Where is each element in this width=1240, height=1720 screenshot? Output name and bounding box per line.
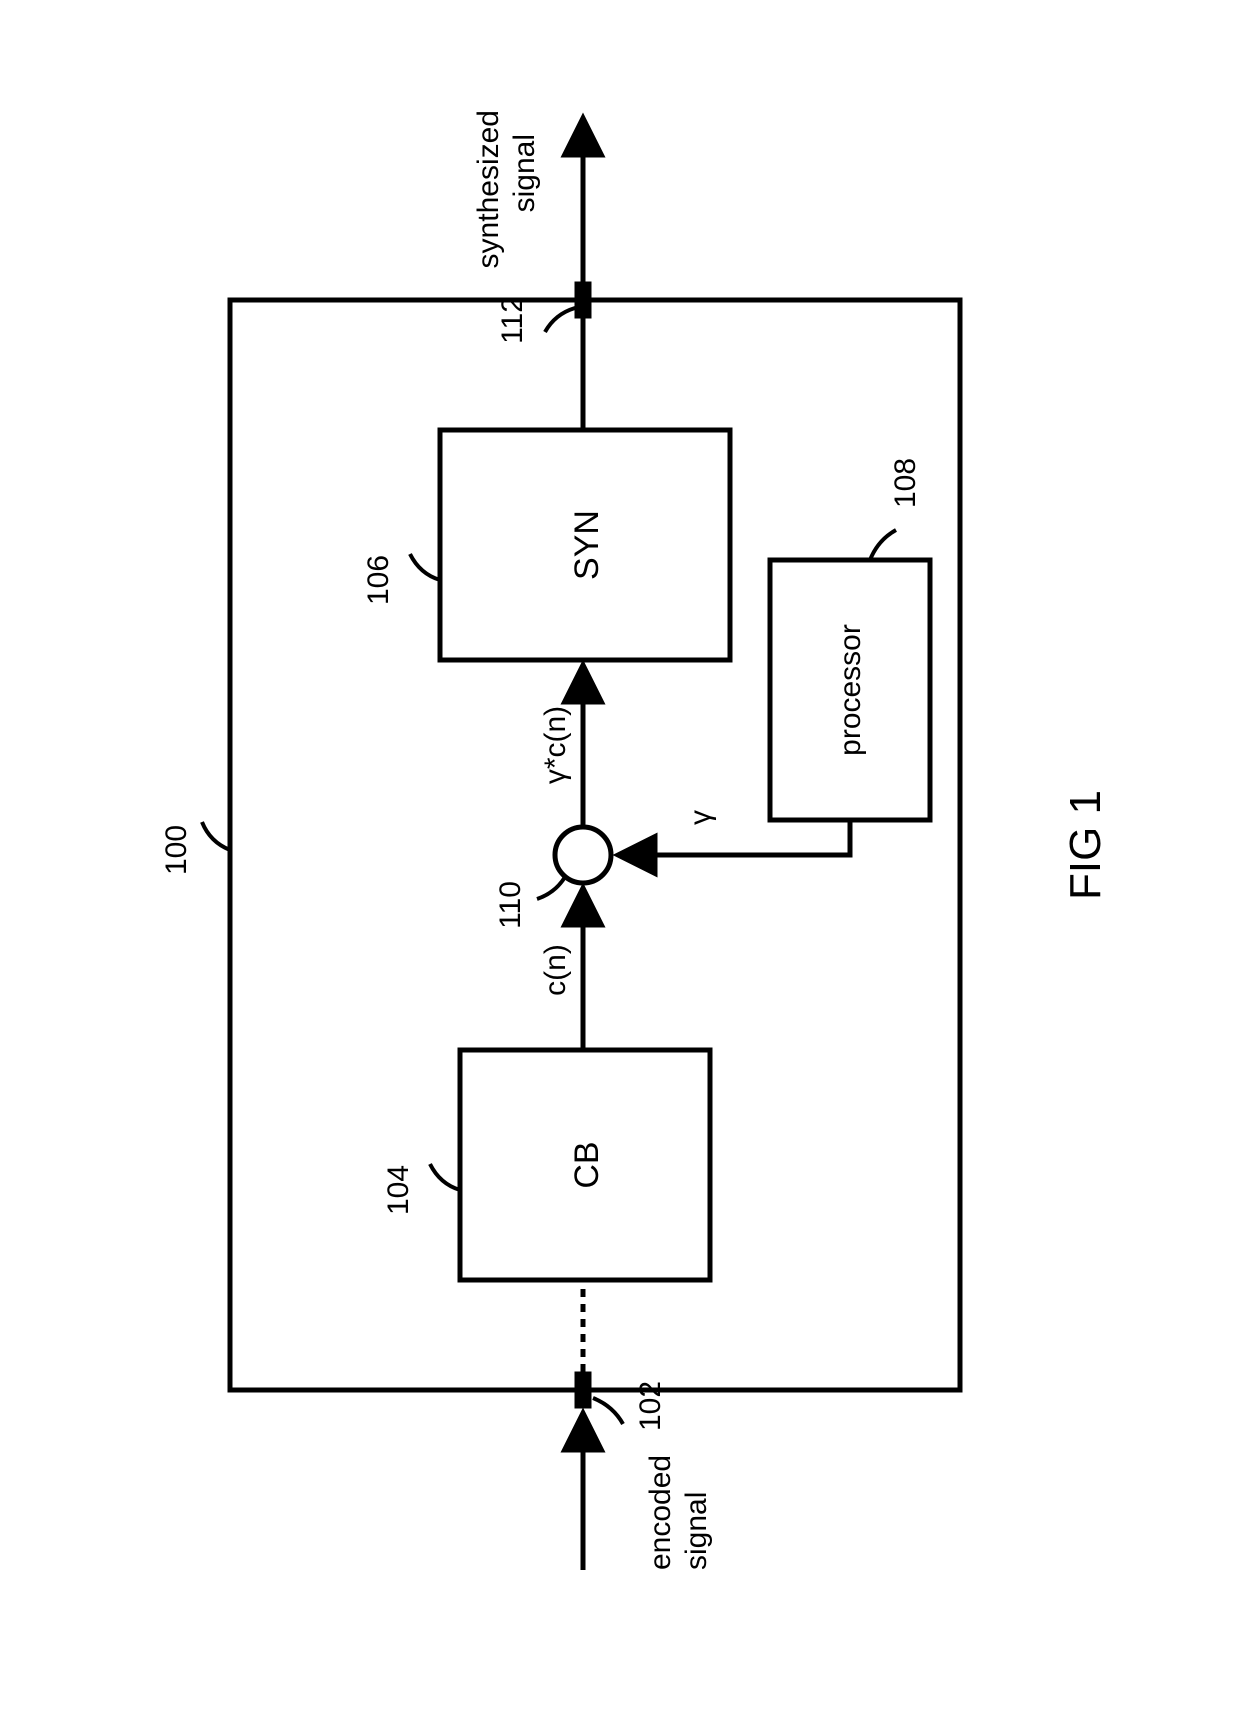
ref-leader-108 bbox=[870, 530, 896, 560]
multiplier-node bbox=[555, 827, 611, 883]
ref-leader-110 bbox=[537, 877, 565, 899]
figure-caption: FIG 1 bbox=[1061, 790, 1110, 900]
signal-gcn: γ*c(n) bbox=[539, 706, 572, 784]
figure-canvas: 100 102 112 CB 104 SYN 106 processor 108… bbox=[0, 0, 1240, 1720]
input-port bbox=[575, 1372, 591, 1408]
syn-label: SYN bbox=[568, 510, 606, 580]
ref-leader-106 bbox=[410, 554, 440, 580]
ref-102: 102 bbox=[634, 1381, 667, 1431]
ref-110: 110 bbox=[494, 881, 527, 929]
processor-label: processor bbox=[834, 624, 867, 756]
ref-106: 106 bbox=[362, 555, 395, 605]
ref-leader-104 bbox=[430, 1164, 460, 1190]
out-label-2: signal bbox=[508, 134, 541, 212]
ref-leader-112 bbox=[545, 308, 575, 332]
ref-leader-100 bbox=[202, 822, 230, 850]
out-label-1: synthesized bbox=[472, 110, 505, 268]
signal-gamma: γ bbox=[684, 810, 717, 825]
ref-112: 112 bbox=[496, 296, 529, 344]
ref-100: 100 bbox=[160, 825, 193, 875]
in-label-2: signal bbox=[680, 1492, 713, 1570]
ref-108: 108 bbox=[889, 458, 922, 508]
ref-104: 104 bbox=[382, 1165, 415, 1215]
ref-leader-102 bbox=[593, 1398, 623, 1424]
in-label-1: encoded bbox=[644, 1455, 677, 1570]
output-port bbox=[575, 282, 591, 318]
signal-cn: c(n) bbox=[539, 944, 572, 996]
wire-proc-to-mult bbox=[620, 820, 850, 855]
cb-label: CB bbox=[568, 1141, 606, 1188]
